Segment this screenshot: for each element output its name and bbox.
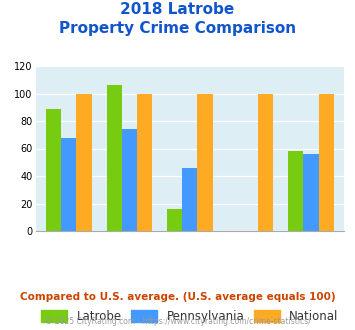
Bar (197, 93, 213, 231)
Text: 2018 Latrobe: 2018 Latrobe (120, 2, 235, 16)
Bar (76, 93, 92, 231)
Bar (258, 93, 273, 231)
Legend: Latrobe, Pennsylvania, National: Latrobe, Pennsylvania, National (41, 310, 339, 322)
Bar (167, 209, 182, 231)
Bar (106, 85, 122, 231)
Text: Compared to U.S. average. (U.S. average equals 100): Compared to U.S. average. (U.S. average … (20, 292, 335, 302)
Bar (46, 109, 61, 231)
Bar (61, 138, 76, 231)
Bar (288, 151, 304, 231)
Bar (304, 154, 319, 231)
Bar (137, 93, 152, 231)
Text: © 2025 CityRating.com - https://www.cityrating.com/crime-statistics/: © 2025 CityRating.com - https://www.city… (45, 317, 310, 326)
Bar (182, 168, 197, 231)
Bar (122, 129, 137, 231)
Bar (319, 93, 334, 231)
Text: Property Crime Comparison: Property Crime Comparison (59, 21, 296, 36)
